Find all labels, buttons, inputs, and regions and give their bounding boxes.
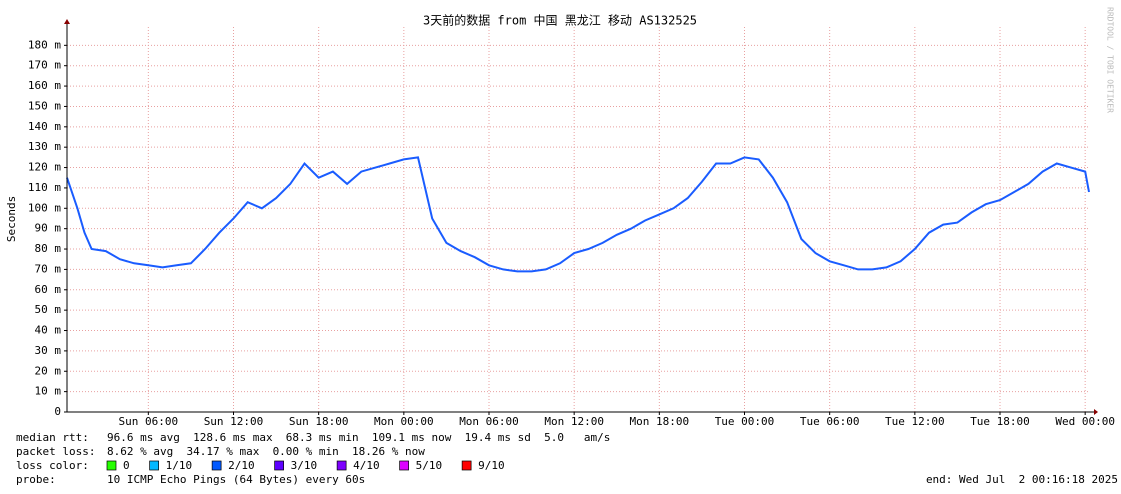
y-axis-label: Seconds [5, 196, 18, 242]
x-tick-label: Tue 06:00 [800, 415, 860, 428]
probe-label: probe: [16, 473, 56, 486]
y-tick-label: 0 [54, 405, 61, 418]
x-arrow [1094, 409, 1098, 415]
y-tick-label: 140 m [28, 120, 61, 133]
loss-swatch [274, 460, 284, 471]
loss-color-label: 3/10 [291, 459, 318, 472]
y-tick-label: 40 m [35, 324, 62, 337]
legend: median rtt: 96.6 ms avg 128.6 ms max 68.… [16, 431, 1118, 486]
x-tick-label: Tue 12:00 [885, 415, 945, 428]
y-tick-label: 20 m [35, 364, 62, 377]
loss-color-label: 2/10 [228, 459, 255, 472]
watermark: RRDTOOL / TOBI OETIKER [1106, 7, 1115, 113]
y-tick-label: 110 m [28, 181, 61, 194]
y-tick-label: 30 m [35, 344, 62, 357]
y-tick-label: 170 m [28, 59, 61, 72]
loss-swatch [461, 460, 472, 471]
x-tick-label: Wed 00:00 [1055, 415, 1115, 428]
x-tick-label: Sun 12:00 [204, 415, 264, 428]
x-tick-label: Mon 00:00 [374, 415, 434, 428]
y-tick-label: 50 m [35, 303, 62, 316]
loss-swatch [149, 460, 159, 471]
median-line [66, 156, 1090, 273]
rtt-stats: 96.6 ms avg 128.6 ms max 68.3 ms min 109… [107, 431, 610, 444]
x-tick-label: Sun 06:00 [119, 415, 179, 428]
y-tick-label: 60 m [35, 283, 62, 296]
y-arrow [64, 19, 70, 24]
y-tick-label: 130 m [28, 140, 61, 153]
y-tick-label: 90 m [35, 222, 62, 235]
loss-color-label: 0 [123, 459, 130, 472]
end-time: end: Wed Jul 2 00:16:18 2025 [926, 473, 1118, 486]
y-tick-label: 160 m [28, 79, 61, 92]
x-tick-label: Tue 18:00 [970, 415, 1030, 428]
loss-swatch [106, 460, 117, 471]
x-tick-label: Mon 12:00 [544, 415, 604, 428]
loss-color-label: 4/10 [353, 459, 380, 472]
loss-stats: 8.62 % avg 34.17 % max 0.00 % min 18.26 … [107, 445, 425, 458]
x-tick-label: Mon 18:00 [630, 415, 690, 428]
x-tick-label: Tue 00:00 [715, 415, 775, 428]
y-tick-label: 150 m [28, 99, 61, 112]
marks [66, 156, 1090, 273]
y-tick-label: 180 m [28, 38, 61, 51]
color-label: loss color: [16, 459, 89, 472]
probe: 10 ICMP Echo Pings (64 Bytes) every 60s [107, 473, 365, 486]
chart-title: 3天前的数据 from 中国 黑龙江 移动 AS132525 [423, 13, 697, 28]
x-tick-label: Sun 18:00 [289, 415, 349, 428]
x-tick-label: Mon 06:00 [459, 415, 519, 428]
loss-color-label: 9/10 [478, 459, 505, 472]
loss-swatch [399, 460, 409, 471]
loss-label: packet loss: [16, 445, 95, 458]
loss-swatch [211, 460, 222, 471]
loss-color-label: 1/10 [166, 459, 193, 472]
y-tick-label: 100 m [28, 201, 61, 214]
y-tick-label: 70 m [35, 262, 62, 275]
loss-swatch [336, 460, 347, 471]
loss-color-label: 5/10 [416, 459, 443, 472]
rtt-label: median rtt: [16, 431, 89, 444]
y-tick-label: 10 m [35, 385, 62, 398]
y-tick-label: 80 m [35, 242, 62, 255]
y-tick-label: 120 m [28, 161, 61, 174]
grid: 0 10 m 20 m 30 m 40 m 50 m 60 m 70 m 80 m 90 m 100… [28, 27, 1115, 428]
